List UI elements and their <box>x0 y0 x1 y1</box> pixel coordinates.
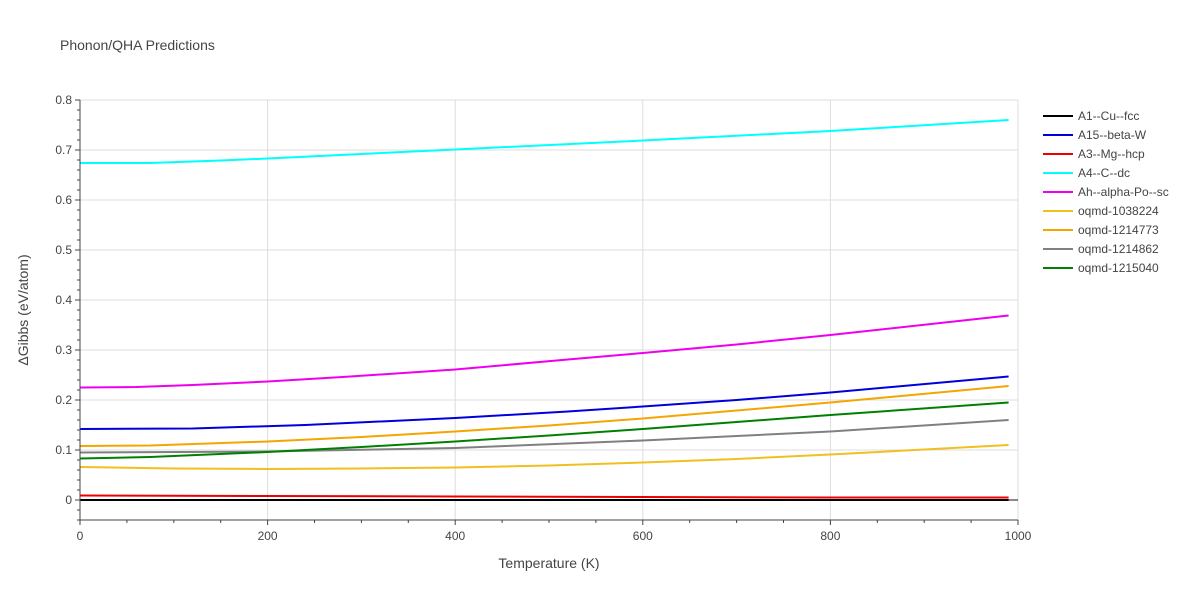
x-axis-title: Temperature (K) <box>498 555 599 571</box>
y-tick-label: 0 <box>65 493 72 507</box>
y-tick-label: 0.3 <box>55 343 72 357</box>
y-tick-label: 0.8 <box>55 93 72 107</box>
legend-label: A15--beta-W <box>1078 128 1147 142</box>
y-tick-label: 0.7 <box>55 143 72 157</box>
legend-item[interactable]: A3--Mg--hcp <box>1043 147 1145 161</box>
legend-label: A3--Mg--hcp <box>1078 147 1145 161</box>
series-line <box>79 401 1009 460</box>
series-line <box>79 419 1009 454</box>
series-line <box>79 444 1009 470</box>
x-tick-label: 400 <box>445 529 465 543</box>
axes: 0 0.1 0.2 0.3 0.4 0.5 0.6 0.7 0.8 0 200 400 600 800 10… <box>55 93 1031 543</box>
legend-label: oqmd-1038224 <box>1078 204 1159 218</box>
legend-item[interactable]: oqmd-1214862 <box>1043 242 1159 256</box>
y-tick-label: 0.5 <box>55 243 72 257</box>
y-tick-label: 0.6 <box>55 193 72 207</box>
legend-item[interactable]: A15--beta-W <box>1043 128 1147 142</box>
y-axis-title: ΔGibbs (eV/atom) <box>15 254 31 365</box>
y-tick-label: 0.4 <box>55 293 72 307</box>
x-tick-label: 1000 <box>1005 529 1032 543</box>
plot-area <box>79 119 1009 501</box>
series-line <box>79 375 1009 430</box>
y-tick-label: 0.1 <box>55 443 72 457</box>
series-line <box>79 385 1009 447</box>
grid-lines <box>80 99 1019 520</box>
legend-item[interactable]: oqmd-1215040 <box>1043 261 1159 275</box>
legend-label: A4--C--dc <box>1078 166 1130 180</box>
x-tick-label: 200 <box>258 529 278 543</box>
x-tick-label: 800 <box>820 529 840 543</box>
x-tick-label: 600 <box>633 529 653 543</box>
legend-label: oqmd-1214862 <box>1078 242 1159 256</box>
legend-item[interactable]: A4--C--dc <box>1043 166 1130 180</box>
chart-title: Phonon/QHA Predictions <box>60 37 215 53</box>
legend-item[interactable]: Ah--alpha-Po--sc <box>1043 185 1169 199</box>
series-line <box>79 314 1009 389</box>
legend-item[interactable]: oqmd-1038224 <box>1043 204 1159 218</box>
legend-label: oqmd-1215040 <box>1078 261 1159 275</box>
series-line <box>79 494 1009 499</box>
legend[interactable]: A1--Cu--fcc A15--beta-W A3--Mg--hcp A4--C--… <box>1043 109 1169 275</box>
legend-label: Ah--alpha-Po--sc <box>1078 185 1169 199</box>
x-tick-label: 0 <box>77 529 84 543</box>
series-line <box>80 119 1009 164</box>
legend-label: oqmd-1214773 <box>1078 223 1159 237</box>
legend-label: A1--Cu--fcc <box>1078 109 1139 123</box>
legend-item[interactable]: oqmd-1214773 <box>1043 223 1159 237</box>
legend-item[interactable]: A1--Cu--fcc <box>1043 109 1139 123</box>
y-tick-label: 0.2 <box>55 393 72 407</box>
